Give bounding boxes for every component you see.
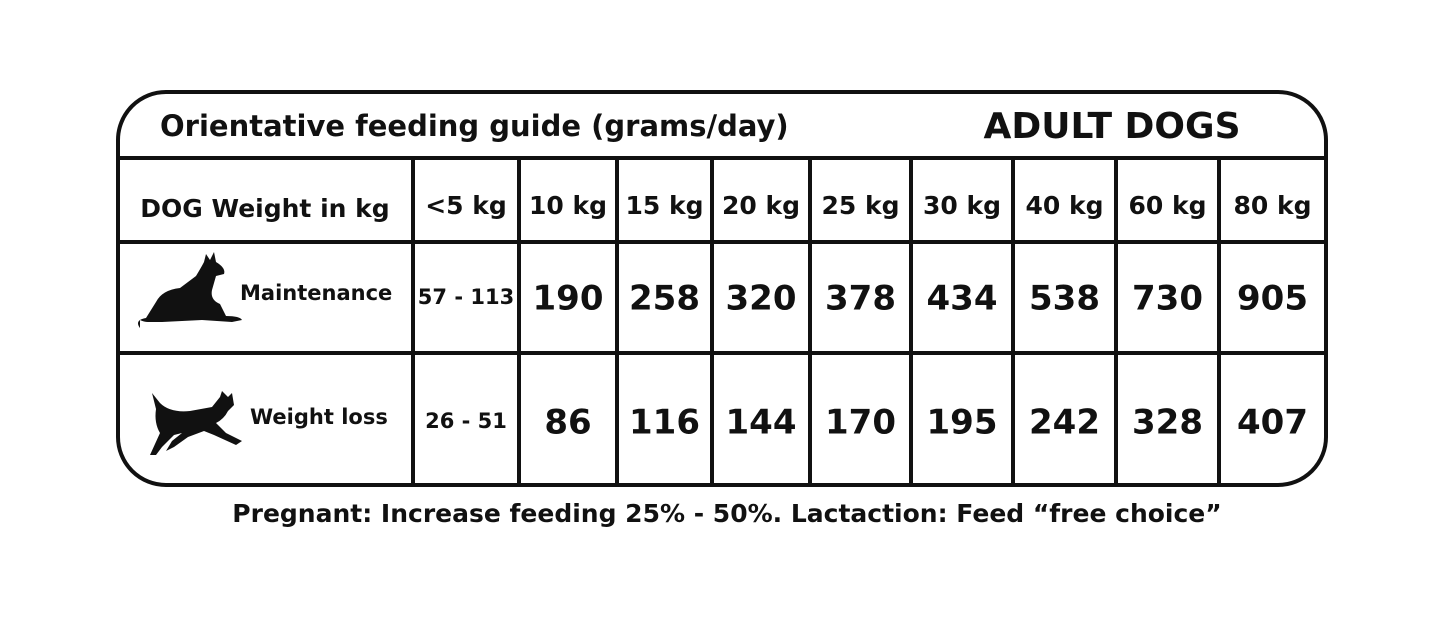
row-label: Weight loss: [250, 405, 388, 429]
cell-value: 144: [726, 403, 797, 443]
cell-value: 242: [1029, 403, 1100, 443]
badge: ADULT DOGS: [983, 106, 1240, 147]
cell-value: 86: [544, 403, 591, 443]
column-header: 80 kg: [1233, 191, 1311, 220]
dog-lying-icon: [138, 252, 242, 328]
row-label: Maintenance: [240, 281, 392, 305]
cell-value: 320: [726, 279, 797, 319]
column-header: 25 kg: [821, 191, 899, 220]
cell-value: 538: [1029, 279, 1100, 319]
column-header: 20 kg: [722, 191, 800, 220]
column-header: 10 kg: [529, 191, 607, 220]
cell-value: 57 - 113: [418, 285, 514, 309]
footer-note: Pregnant: Increase feeding 25% - 50%. La…: [232, 499, 1221, 528]
frame: [116, 90, 1328, 487]
cell-value: 190: [533, 279, 604, 319]
cell-value: 434: [927, 279, 998, 319]
column-header: 40 kg: [1025, 191, 1103, 220]
cell-value: 170: [825, 403, 896, 443]
column-header: 60 kg: [1128, 191, 1206, 220]
cell-value: 378: [825, 279, 896, 319]
cell-value: 26 - 51: [425, 409, 507, 433]
title: Orientative feeding guide (grams/day): [160, 109, 789, 143]
dog-running-icon: [150, 391, 242, 455]
column-header: <5 kg: [425, 191, 507, 220]
cell-value: 195: [927, 403, 998, 443]
cell-value: 407: [1237, 403, 1308, 443]
cell-value: 116: [629, 403, 700, 443]
cell-value: 905: [1237, 279, 1308, 319]
column-header: 30 kg: [923, 191, 1001, 220]
column-header: DOG Weight in kg: [140, 194, 389, 223]
cell-value: 328: [1132, 403, 1203, 443]
column-header: 15 kg: [625, 191, 703, 220]
cell-value: 730: [1132, 279, 1203, 319]
cell-value: 258: [629, 279, 700, 319]
